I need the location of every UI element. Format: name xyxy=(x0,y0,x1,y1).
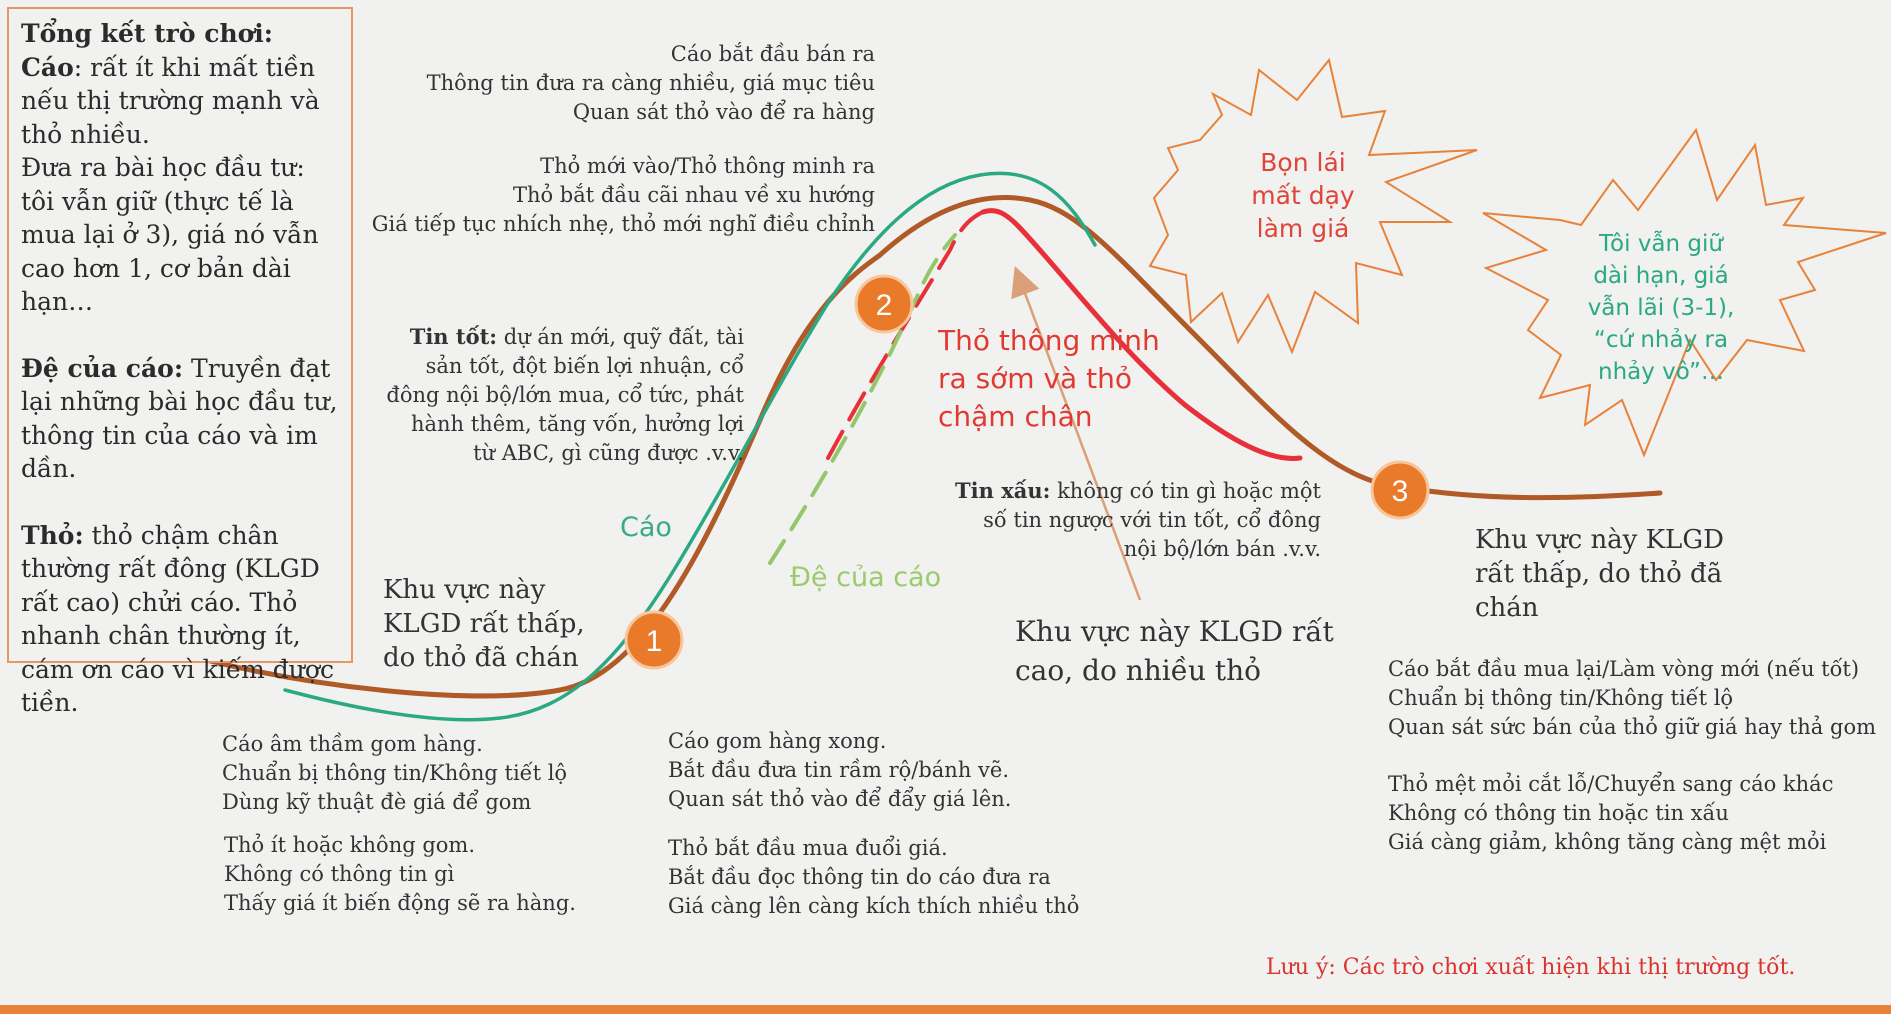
text-line: Quan sát sức bán của thỏ giữ giá hay thả… xyxy=(1388,715,1876,739)
text-line: Cáo bắt đầu bán ra xyxy=(670,42,875,66)
marker-2: 2 xyxy=(854,274,914,334)
text-line: do thỏ đã chán xyxy=(383,643,579,673)
text-line: Thông tin đưa ra càng nhiều, giá mục tiê… xyxy=(426,71,875,95)
text-line: mất dạy xyxy=(1251,181,1355,210)
text-line: Bọn lái xyxy=(1260,148,1346,177)
text-line: Chuẩn bị thông tin/Không tiết lộ xyxy=(222,761,568,785)
burst-left-shape xyxy=(1148,57,1478,355)
text-line: Không có thông tin hoặc tin xấu xyxy=(1388,801,1729,825)
text-line: KLGD rất thấp, xyxy=(383,609,585,639)
marker-1: 1 xyxy=(624,610,684,670)
text-line: chậm chân xyxy=(938,400,1093,433)
summary-fox-lesson: Đưa ra bài học đầu tư: tôi vẫn giữ (thực… xyxy=(21,153,319,316)
summary-fox-text: : rất ít khi mất tiền nếu thị trường mạn… xyxy=(21,52,320,149)
bottom-accent-bar xyxy=(0,1005,1891,1014)
text-line: Thấy giá ít biến động sẽ ra hàng. xyxy=(224,891,576,915)
text-line: “cứ nhảy ra xyxy=(1593,327,1729,353)
text-line: Cáo gom hàng xong. xyxy=(668,729,887,753)
summary-rabbit-text: thỏ chậm chân thường rất đông (KLGD rất … xyxy=(21,520,334,718)
burst-right-shape xyxy=(1482,127,1887,458)
text-line: Khu vực này KLGD xyxy=(1475,525,1724,555)
text-line: Dùng kỹ thuật đè giá để gom xyxy=(222,790,532,814)
text-line: Giá tiếp tục nhích nhẹ, thỏ mới nghĩ điề… xyxy=(371,212,875,236)
bottom-left-group-2: Thỏ ít hoặc không gom. Không có thông ti… xyxy=(224,831,576,918)
text-line: dài hạn, giá xyxy=(1593,263,1729,289)
game-summary-box: Tổng kết trò chơi: Cáo: rất ít khi mất t… xyxy=(7,7,353,717)
text-line: Thỏ mệt mỏi cắt lỗ/Chuyển sang cáo khác xyxy=(1388,772,1834,796)
fox-curve-label: Cáo xyxy=(620,512,672,543)
marker-2-label: 2 xyxy=(876,289,893,322)
text-line: làm giá xyxy=(1256,214,1350,243)
text-line: Không có thông tin gì xyxy=(224,862,455,886)
text-line: Bắt đầu đưa tin rầm rộ/bánh vẽ. xyxy=(668,758,1010,782)
good-news-label: Tin tốt: xyxy=(409,324,498,349)
text-line: Thỏ bắt đầu cãi nhau về xu hướng xyxy=(512,183,875,207)
summary-fox-label: Cáo xyxy=(21,52,74,82)
summary-rabbit-label: Thỏ: xyxy=(21,520,84,550)
bottom-center-group-2: Thỏ bắt đầu mua đuổi giá. Bắt đầu đọc th… xyxy=(668,834,1079,921)
text-line: Thỏ mới vào/Thỏ thông minh ra xyxy=(540,154,875,178)
text-line: Bắt đầu đọc thông tin do cáo đưa ra xyxy=(668,865,1051,889)
smart-rabbit-dashed-curve xyxy=(826,210,985,460)
bottom-center-group-1: Cáo gom hàng xong. Bắt đầu đưa tin rầm r… xyxy=(668,727,1011,814)
burst-right-text: Tôi vẫn giữ dài hạn, giá vẫn lãi (3-1), … xyxy=(1566,228,1756,388)
text-line: Thỏ bắt đầu mua đuổi giá. xyxy=(668,836,948,860)
text-line: Giá càng giảm, không tăng càng mệt mỏi xyxy=(1388,830,1827,854)
text-line: ra sớm và thỏ xyxy=(938,362,1132,395)
text-line: nhảy vô”… xyxy=(1598,359,1724,385)
text-line: Khu vực này xyxy=(383,575,546,605)
bad-news-text: không có tin gì hoặc một số tin ngược vớ… xyxy=(983,479,1321,561)
klgd-high-center: Khu vực này KLGD rất cao, do nhiều thỏ xyxy=(1015,612,1334,690)
rabbit-pointer-arrow xyxy=(1011,265,1142,601)
summary-title: Tổng kết trò chơi: xyxy=(21,19,274,48)
burst-left-text: Bọn lái mất dạy làm giá xyxy=(1218,146,1388,245)
top-center-group-1: Cáo bắt đầu bán ra Thông tin đưa ra càng… xyxy=(427,40,875,127)
text-line: Quan sát thỏ vào để ra hàng xyxy=(572,100,875,124)
marker-3-label: 3 xyxy=(1392,475,1409,508)
marker-1-label: 1 xyxy=(646,625,663,658)
text-line: Quan sát thỏ vào để đẩy giá lên. xyxy=(668,787,1012,811)
text-line: Giá càng lên càng kích thích nhiều thỏ xyxy=(668,894,1080,918)
klgd-low-right: Khu vực này KLGD rất thấp, do thỏ đã chá… xyxy=(1475,523,1724,625)
klgd-low-left: Khu vực này KLGD rất thấp, do thỏ đã chá… xyxy=(383,573,585,675)
smart-rabbit-curve xyxy=(980,208,1303,461)
good-news-text: dự án mới, quỹ đất, tài sản tốt, đột biế… xyxy=(386,325,744,465)
fox-curve xyxy=(283,171,1097,722)
text-line: Thỏ thông minh xyxy=(938,324,1160,357)
fox-follower-curve xyxy=(768,233,957,565)
bottom-left-group-1: Cáo âm thầm gom hàng. Chuẩn bị thông tin… xyxy=(222,730,567,817)
bad-news-block: Tin xấu: không có tin gì hoặc một số tin… xyxy=(945,476,1321,564)
text-line: Tôi vẫn giữ xyxy=(1599,231,1723,257)
summary-follower-text: Truyền đạt lại những bài học đầu tư, thô… xyxy=(21,353,338,484)
footnote: Lưu ý: Các trò chơi xuất hiện khi thị tr… xyxy=(1266,955,1796,980)
fox-follower-label: Đệ của cáo xyxy=(790,562,942,593)
text-line: Cáo âm thầm gom hàng. xyxy=(222,732,483,756)
text-line: chán xyxy=(1475,593,1539,623)
good-news-block: Tin tốt: dự án mới, quỹ đất, tài sản tốt… xyxy=(384,322,744,468)
bottom-right-group-1: Cáo bắt đầu mua lại/Làm vòng mới (nếu tố… xyxy=(1388,655,1876,742)
text-line: rất thấp, do thỏ đã xyxy=(1475,559,1723,589)
bottom-right-group-2: Thỏ mệt mỏi cắt lỗ/Chuyển sang cáo khác … xyxy=(1388,770,1833,857)
bad-news-label: Tin xấu: xyxy=(955,478,1051,503)
smart-rabbit-label: Thỏ thông minh ra sớm và thỏ chậm chân xyxy=(938,322,1160,436)
top-center-group-2: Thỏ mới vào/Thỏ thông minh ra Thỏ bắt đầ… xyxy=(372,152,875,239)
text-line: Thỏ ít hoặc không gom. xyxy=(224,833,476,857)
text-line: vẫn lãi (3-1), xyxy=(1587,295,1735,321)
marker-3: 3 xyxy=(1370,460,1430,520)
text-line: Cáo bắt đầu mua lại/Làm vòng mới (nếu tố… xyxy=(1388,657,1860,681)
text-line: Khu vực này KLGD rất xyxy=(1015,615,1334,648)
summary-follower-label: Đệ của cáo: xyxy=(21,353,184,383)
text-line: Chuẩn bị thông tin/Không tiết lộ xyxy=(1388,686,1734,710)
text-line: cao, do nhiều thỏ xyxy=(1015,654,1262,687)
